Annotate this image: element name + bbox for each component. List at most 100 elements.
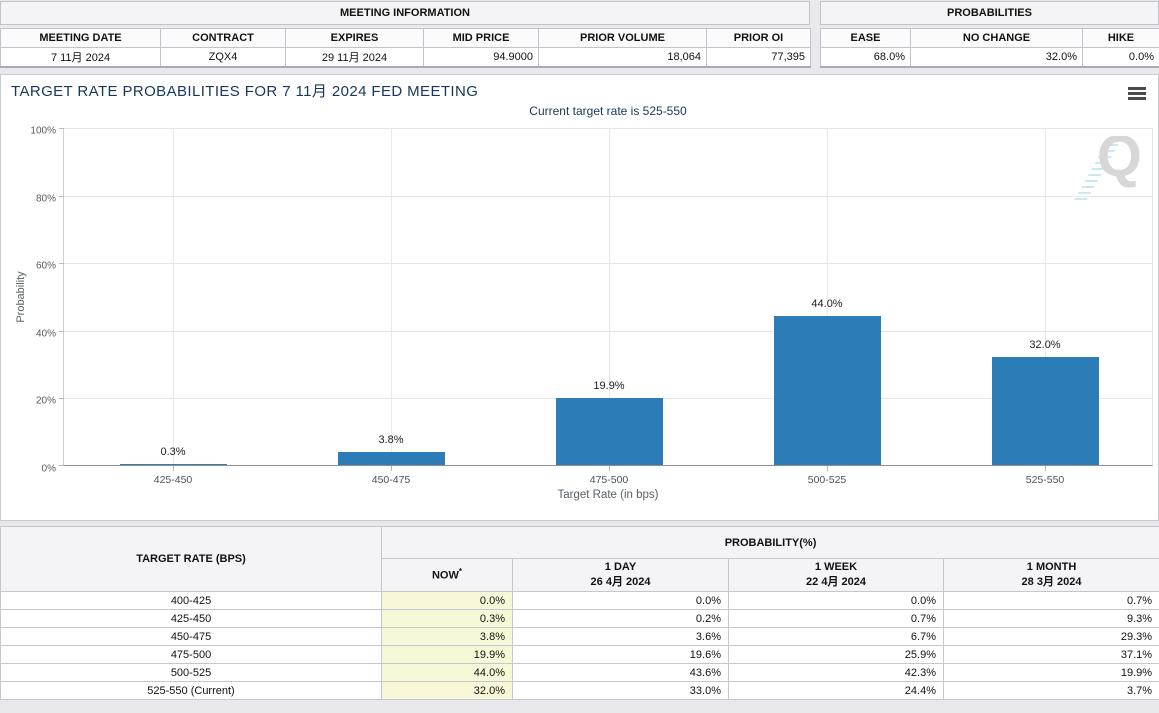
probability-bar[interactable] [338,452,445,465]
y-axis-tick-label: 80% [35,193,56,205]
probability-cell: 25.9% [728,645,944,664]
probability-bar[interactable] [556,398,663,465]
col-header-contract: CONTRACT [160,28,286,48]
probability-bar[interactable] [992,357,1099,465]
probability-cell: 3.6% [512,627,729,646]
menu-bar [1128,87,1146,90]
now-probability-cell: 0.0% [381,591,513,610]
probability-cell: 43.6% [512,663,729,682]
menu-bar [1128,97,1146,100]
quikstrike-watermark: Q [1072,136,1142,202]
gridline-vertical [391,128,392,465]
meeting-date-value: 7 11月 2024 [0,47,161,67]
gridline-vertical [609,128,610,465]
target-rate-cell: 425-450 [0,609,382,628]
y-axis-tick [59,195,64,197]
table-row: 525-550 (Current) 32.0% 33.0% 24.4% 3.7% [0,681,1159,700]
probabilities-title: PROBABILITIES [820,1,1159,25]
gridline-horizontal [64,128,1152,129]
col-header-no-change: NO CHANGE [910,28,1083,48]
y-axis-tick-label: 100% [30,125,56,137]
probability-cell: 0.7% [942,591,1159,610]
gridline-horizontal [64,195,1152,197]
y-axis-tick [59,263,64,265]
now-probability-cell: 3.8% [381,627,513,646]
col-header-now: NOW* [381,558,513,592]
y-axis-label: Probability [15,271,27,323]
x-axis-category-label: 425-450 [153,474,193,486]
probability-cell: 0.0% [512,591,729,610]
mid-price-value: 94.9000 [423,47,539,67]
col-header-meeting-date: MEETING DATE [0,28,161,48]
gridline-vertical [827,128,828,465]
prior-volume-value: 18,064 [538,47,707,67]
now-probability-cell: 32.0% [381,681,513,700]
menu-bar [1128,92,1146,95]
table-row: 475-500 19.9% 19.6% 25.9% 37.1% [0,645,1159,664]
bar-chart-plot-area: Q 0% 20% 40% 60% 80% 100% 0.3% 425-450 3.8% 450-4… [30,126,1153,486]
y-axis-tick-label: 60% [35,260,56,272]
x-axis-category-label: 450-475 [371,474,411,486]
no-change-value: 32.0% [910,47,1083,67]
row-header-target-rate: TARGET RATE (BPS) [0,526,382,592]
top-summary-row: MEETING INFORMATION MEETING DATE CONTRAC… [0,0,1159,70]
y-axis-tick [59,398,64,400]
meeting-information-table: MEETING DATE CONTRACT EXPIRES MID PRICE … [0,28,811,68]
x-axis-category-label: 525-550 [1025,474,1065,486]
col-header-1-month: 1 MONTH 28 3月 2024 [942,558,1159,592]
y-axis-tick-label: 20% [35,395,56,407]
y-axis-tick [59,128,64,129]
x-axis-tick [1045,466,1046,471]
table-row: 425-450 0.3% 0.2% 0.7% 9.3% [0,609,1159,628]
chart-title: TARGET RATE PROBABILITIES FOR 7 11月 2024… [11,83,479,100]
x-axis-tick [391,466,392,471]
meeting-information-panel: MEETING INFORMATION MEETING DATE CONTRAC… [0,1,811,68]
probability-cell: 24.4% [728,681,944,700]
ease-value: 68.0% [820,47,911,67]
probability-cell: 3.7% [942,681,1159,700]
bar-value-label: 44.0% [811,298,843,310]
gridline-vertical [173,128,174,465]
probability-cell: 9.3% [942,609,1159,628]
probability-cell: 0.2% [512,609,729,628]
gridline-horizontal [64,330,1152,332]
probability-cell: 42.3% [728,663,944,682]
target-rate-cell: 500-525 [0,663,382,682]
col-header-mid-price: MID PRICE [423,28,539,48]
gridline-horizontal [64,263,1152,265]
x-axis-category-label: 500-525 [807,474,847,486]
y-axis-tick-label: 0% [41,463,56,475]
x-axis-label: Target Rate (in bps) [557,489,659,501]
probability-history-table: TARGET RATE (BPS) PROBABILITY(%) NOW* 1 … [0,526,1159,700]
probability-history-section: TARGET RATE (BPS) PROBABILITY(%) NOW* 1 … [0,526,1159,700]
x-axis-tick [609,466,610,471]
q-logo-icon: Q [1096,136,1142,189]
bar-value-label: 3.8% [378,434,404,446]
meeting-information-title: MEETING INFORMATION [0,1,810,25]
now-probability-cell: 19.9% [381,645,513,664]
hike-value: 0.0% [1082,47,1159,67]
table-row: 500-525 44.0% 43.6% 42.3% 19.9% [0,663,1159,682]
probabilities-panel: PROBABILITIES EASE NO CHANGE HIKE 68.0% … [820,1,1159,68]
col-header-1-day: 1 DAY 26 4月 2024 [512,558,729,592]
x-axis-tick [173,466,174,471]
probability-bar[interactable] [774,316,881,465]
target-rate-cell: 525-550 (Current) [0,681,382,700]
col-header-hike: HIKE [1082,28,1159,48]
gridline-vertical [1045,128,1046,465]
target-rate-cell: 475-500 [0,645,382,664]
probability-cell: 19.6% [512,645,729,664]
probability-cell: 0.7% [728,609,944,628]
now-probability-cell: 44.0% [381,663,513,682]
probability-cell: 6.7% [728,627,944,646]
probability-cell: 29.3% [942,627,1159,646]
chart-subtitle: Current target rate is 525-550 [529,104,687,118]
target-rate-cell: 450-475 [0,627,382,646]
chart-menu-icon[interactable] [1128,87,1146,100]
bar-value-label: 19.9% [593,380,625,392]
probabilities-table: EASE NO CHANGE HIKE 68.0% 32.0% 0.0% [820,28,1159,68]
bar-value-label: 32.0% [1029,339,1061,351]
col-header-ease: EASE [820,28,911,48]
probability-bar[interactable] [120,464,227,465]
now-footnote-asterisk: * [458,566,462,576]
